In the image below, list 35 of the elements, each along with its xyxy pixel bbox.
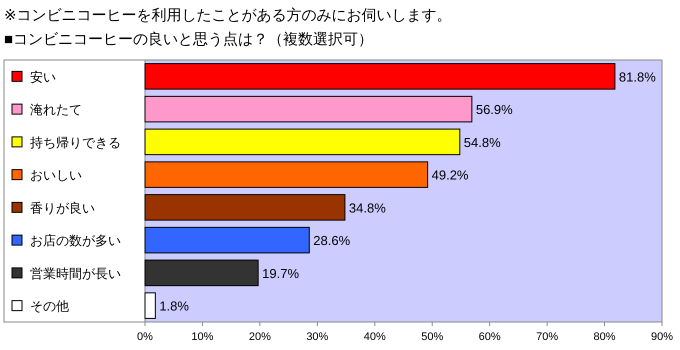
x-tick-label: 90% xyxy=(650,331,674,343)
y-tick-label: お店の数が多い xyxy=(30,233,121,248)
x-tick-label: 0% xyxy=(137,331,154,343)
data-label: 34.8% xyxy=(348,200,386,216)
data-label: 81.8% xyxy=(618,69,656,84)
y-tick-label: その他 xyxy=(30,298,69,314)
bar xyxy=(144,194,346,221)
bar xyxy=(144,96,472,122)
y-tick-label: 香りが良い xyxy=(30,200,95,216)
data-label: 56.9% xyxy=(476,102,514,118)
data-label: 54.8% xyxy=(464,134,502,150)
y-tick-label: 淹れたて xyxy=(30,102,82,118)
x-tick-label: 50% xyxy=(421,331,444,343)
y-tick-label: 安い xyxy=(30,69,56,84)
data-label: 1.8% xyxy=(159,298,190,314)
data-label: 49.2% xyxy=(432,168,469,183)
chart-title: ※コンビニコーヒーを利用したことがある方のみにお伺いします。 xyxy=(4,7,452,24)
x-tick-label: 60% xyxy=(478,331,501,343)
x-tick-label: 70% xyxy=(536,331,558,343)
bar xyxy=(144,226,310,254)
data-label: 28.6% xyxy=(313,233,351,248)
x-tick-label: 20% xyxy=(248,331,272,343)
chart-subtitle: ■コンビニコーヒーの良いと思う点は？（複数選択可） xyxy=(4,31,374,48)
bar xyxy=(144,260,259,286)
x-tick-label: 80% xyxy=(594,331,616,343)
data-label: 19.7% xyxy=(262,266,300,281)
x-tick-label: 30% xyxy=(306,331,329,343)
x-tick-label: 10% xyxy=(191,331,214,343)
y-tick-label: 営業時間が長い xyxy=(30,266,121,281)
y-tick-label: 持ち帰りできる xyxy=(30,134,121,150)
bar xyxy=(144,128,460,156)
x-tick-label: 40% xyxy=(364,331,386,343)
bar xyxy=(144,161,428,188)
y-tick-label: おいしい xyxy=(30,168,82,183)
bar xyxy=(144,63,616,90)
